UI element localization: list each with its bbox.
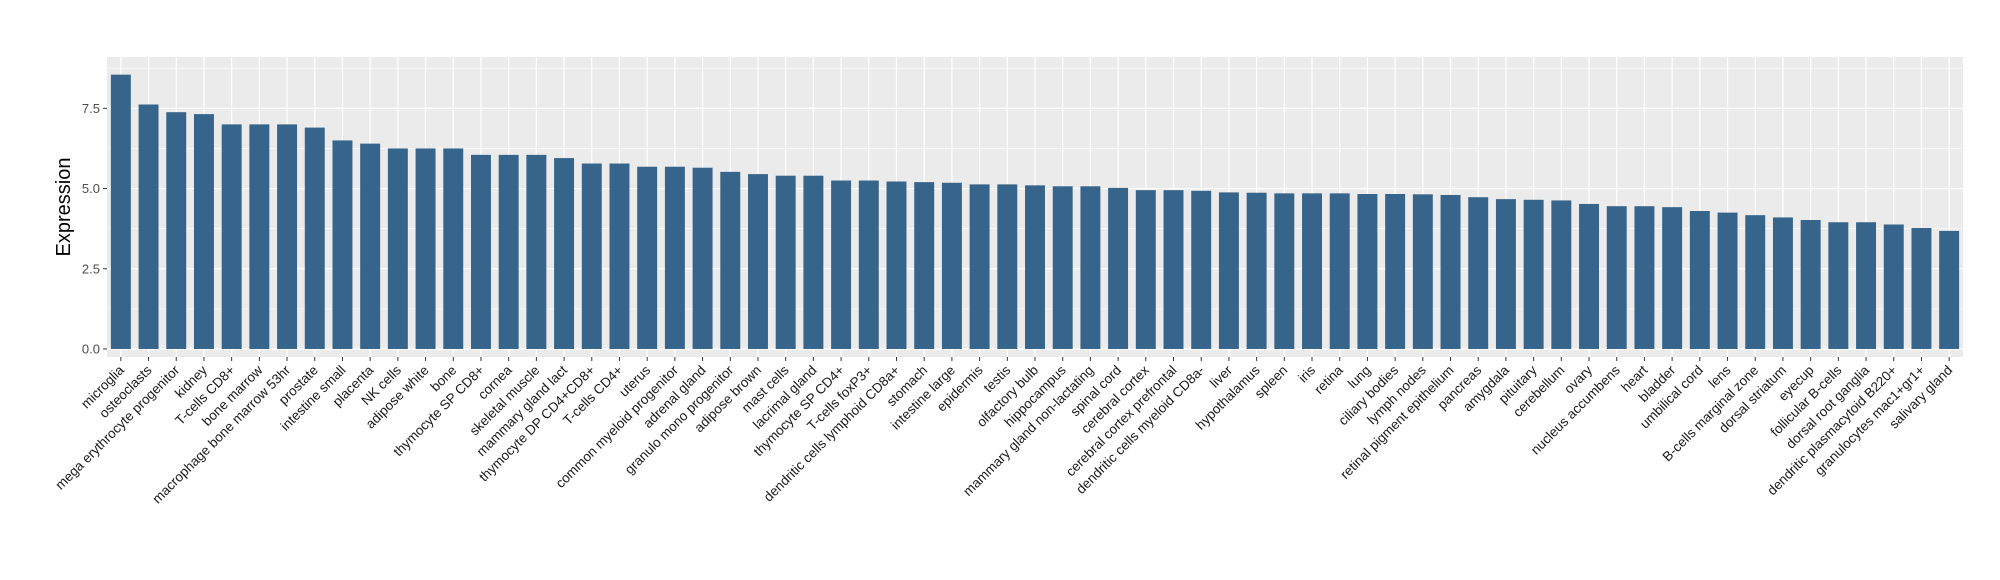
bar bbox=[249, 124, 270, 349]
bar bbox=[692, 167, 713, 349]
bar bbox=[1606, 206, 1627, 349]
bar bbox=[1662, 207, 1683, 349]
y-axis: 0.0 2.5 5.0 7.5 bbox=[82, 101, 107, 356]
bar bbox=[138, 104, 159, 349]
y-tick-label: 7.5 bbox=[82, 101, 100, 116]
bar bbox=[277, 124, 298, 349]
y-tick-label: 5.0 bbox=[82, 181, 100, 196]
bar bbox=[1218, 192, 1239, 349]
bar bbox=[1495, 199, 1516, 349]
bars bbox=[110, 74, 1960, 349]
bar bbox=[1412, 194, 1433, 349]
bar bbox=[1828, 222, 1849, 349]
bar bbox=[332, 140, 353, 349]
bar bbox=[1329, 193, 1350, 349]
bar bbox=[304, 127, 325, 349]
bar bbox=[886, 181, 907, 349]
bar bbox=[193, 114, 214, 349]
bar bbox=[803, 175, 824, 349]
bar bbox=[470, 154, 491, 349]
bar bbox=[110, 74, 131, 349]
bar bbox=[997, 184, 1018, 349]
bar bbox=[1523, 199, 1544, 349]
bar bbox=[1772, 217, 1793, 349]
bar bbox=[1080, 186, 1101, 349]
bar bbox=[443, 148, 464, 349]
bar bbox=[1357, 194, 1378, 349]
bar bbox=[1440, 194, 1461, 349]
bar bbox=[1108, 187, 1129, 349]
bar bbox=[914, 182, 935, 349]
bar bbox=[1274, 193, 1295, 349]
bar bbox=[1551, 200, 1572, 349]
y-tick-label: 2.5 bbox=[82, 261, 100, 276]
bar bbox=[360, 143, 381, 349]
bar bbox=[637, 166, 658, 349]
y-tick-label: 0.0 bbox=[82, 341, 100, 356]
bar bbox=[1385, 194, 1406, 349]
bar bbox=[664, 166, 685, 349]
bar bbox=[941, 182, 962, 349]
bar bbox=[581, 163, 602, 349]
bar bbox=[1135, 190, 1156, 349]
bar bbox=[1579, 203, 1600, 349]
bar bbox=[831, 180, 852, 349]
bar bbox=[166, 112, 187, 349]
bar bbox=[526, 154, 547, 349]
bar bbox=[1634, 206, 1655, 349]
bar bbox=[554, 158, 575, 349]
bar bbox=[1883, 224, 1904, 349]
bar bbox=[1745, 215, 1766, 349]
bar bbox=[1689, 211, 1710, 349]
bar bbox=[1191, 190, 1212, 349]
x-tick-label: retina bbox=[1311, 362, 1346, 397]
bar bbox=[1800, 219, 1821, 349]
bar bbox=[720, 171, 741, 349]
bar bbox=[387, 148, 408, 349]
bar bbox=[1468, 197, 1489, 349]
bar bbox=[1856, 222, 1877, 349]
y-axis-label: Expression bbox=[53, 158, 75, 257]
bar bbox=[1911, 228, 1932, 349]
bar bbox=[1052, 186, 1073, 349]
bar bbox=[1246, 192, 1267, 349]
bar bbox=[1717, 212, 1738, 349]
bar bbox=[415, 148, 436, 349]
bar bbox=[858, 180, 879, 349]
bar bbox=[969, 184, 990, 349]
bar bbox=[1163, 190, 1184, 349]
bar bbox=[221, 124, 242, 349]
bar bbox=[1025, 185, 1045, 349]
bar bbox=[498, 154, 519, 349]
bar bbox=[1939, 230, 1960, 349]
bar bbox=[609, 163, 630, 349]
bar bbox=[1302, 193, 1322, 349]
bar bbox=[748, 174, 768, 349]
bar bbox=[775, 175, 796, 349]
